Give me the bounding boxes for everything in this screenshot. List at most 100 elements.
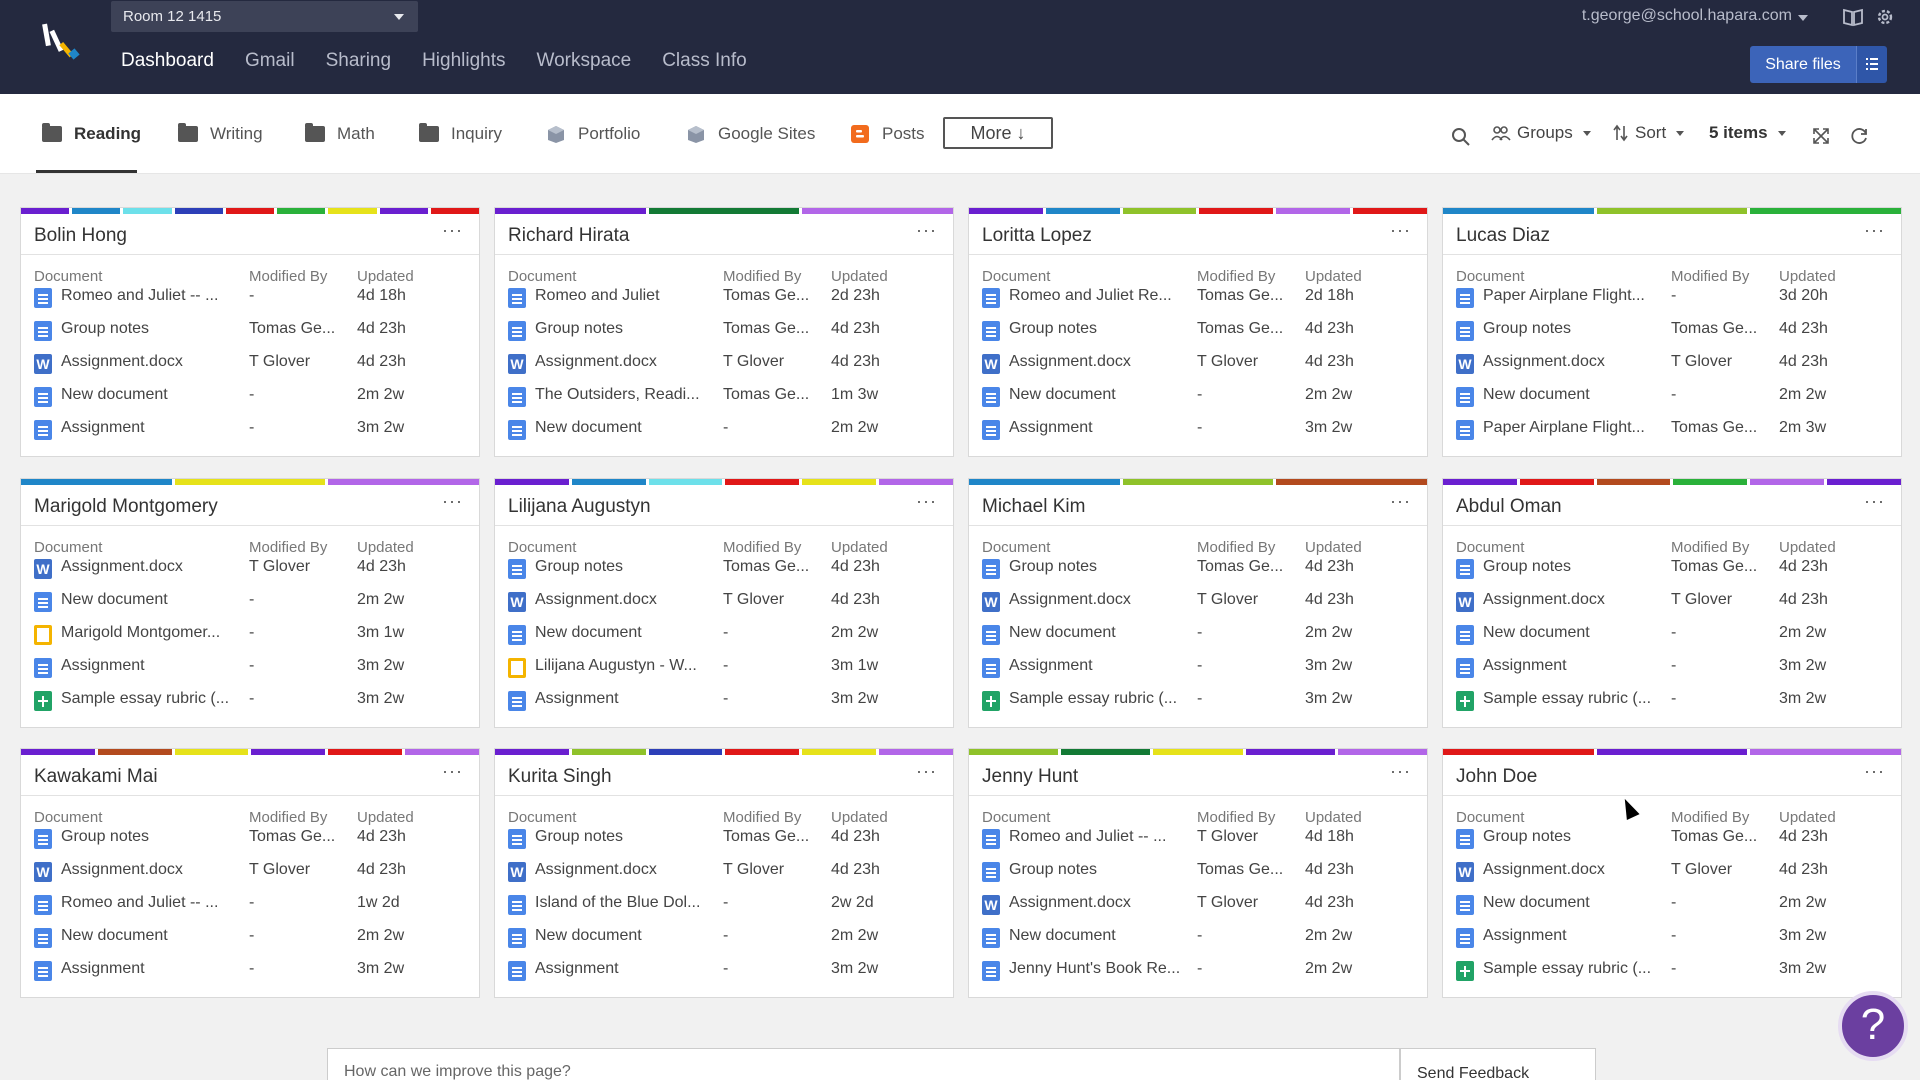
document-title[interactable]: Group notes xyxy=(1009,861,1098,878)
document-row[interactable]: W Assignment.docx T Glover 4d 23h xyxy=(969,347,1427,380)
items-count-dropdown[interactable]: 5 items xyxy=(1709,123,1786,143)
document-title[interactable]: Group notes xyxy=(61,828,150,845)
document-row[interactable]: Sample essay rubric (... - 3m 2w xyxy=(1443,684,1901,717)
document-title[interactable]: Sample essay rubric (... xyxy=(1483,960,1652,977)
document-row[interactable]: Group notes Tomas Ge... 4d 23h xyxy=(495,822,953,855)
document-row[interactable]: Romeo and Juliet -- ... - 4d 18h xyxy=(21,281,479,314)
document-title[interactable]: Romeo and Juliet xyxy=(535,287,660,304)
document-title[interactable]: Assignment xyxy=(61,657,145,674)
document-title[interactable]: New document xyxy=(61,591,168,608)
student-name[interactable]: Loritta Lopez xyxy=(982,225,1092,246)
more-options-icon[interactable]: ··· xyxy=(916,220,937,240)
document-row[interactable]: Island of the Blue Dol... - 2w 2d xyxy=(495,888,953,921)
book-icon[interactable] xyxy=(1842,6,1864,28)
document-row[interactable]: W Assignment.docx T Glover 4d 23h xyxy=(495,585,953,618)
document-title[interactable]: Group notes xyxy=(535,828,624,845)
student-name[interactable]: Kurita Singh xyxy=(508,766,612,787)
document-row[interactable]: New document - 2m 2w xyxy=(1443,888,1901,921)
document-title[interactable]: New document xyxy=(1483,386,1590,403)
student-name[interactable]: Kawakami Mai xyxy=(34,766,158,787)
document-title[interactable]: Assignment xyxy=(1483,927,1567,944)
document-row[interactable]: Group notes Tomas Ge... 4d 23h xyxy=(969,314,1427,347)
help-button[interactable]: ? xyxy=(1838,991,1908,1061)
document-title[interactable]: Group notes xyxy=(61,320,150,337)
document-title[interactable]: Assignment.docx xyxy=(61,353,183,370)
student-name[interactable]: Michael Kim xyxy=(982,496,1086,517)
document-row[interactable]: Lilijana Augustyn - W... - 3m 1w xyxy=(495,651,953,684)
document-row[interactable]: New document - 2m 2w xyxy=(21,380,479,413)
user-email[interactable]: t.george@school.hapara.com xyxy=(1581,7,1792,24)
document-row[interactable]: Group notes Tomas Ge... 4d 23h xyxy=(21,314,479,347)
document-title[interactable]: Assignment xyxy=(535,690,619,707)
chevron-down-icon[interactable] xyxy=(1798,15,1808,21)
tab-inquiry[interactable]: Inquiry xyxy=(419,123,502,144)
document-title[interactable]: Sample essay rubric (... xyxy=(1009,690,1178,707)
document-row[interactable]: W Assignment.docx T Glover 4d 23h xyxy=(21,347,479,380)
document-title[interactable]: Group notes xyxy=(535,558,624,575)
document-title[interactable]: Group notes xyxy=(1483,558,1572,575)
tab-google-sites[interactable]: Google Sites xyxy=(686,124,815,144)
document-row[interactable]: New document - 2m 2w xyxy=(495,921,953,954)
document-title[interactable]: Assignment.docx xyxy=(1483,353,1605,370)
refresh-icon[interactable] xyxy=(1850,126,1870,146)
document-title[interactable]: Group notes xyxy=(535,320,624,337)
sort-dropdown[interactable]: Sort xyxy=(1613,123,1685,143)
document-title[interactable]: Romeo and Juliet -- ... xyxy=(1009,828,1167,845)
student-name[interactable]: Jenny Hunt xyxy=(982,766,1079,787)
document-title[interactable]: Paper Airplane Flight... xyxy=(1483,287,1645,304)
document-title[interactable]: Assignment xyxy=(535,960,619,977)
document-row[interactable]: Assignment - 3m 2w xyxy=(1443,921,1901,954)
groups-dropdown[interactable]: Groups xyxy=(1491,123,1591,143)
more-options-icon[interactable]: ··· xyxy=(916,761,937,781)
more-options-icon[interactable]: ··· xyxy=(1390,220,1411,240)
document-title[interactable]: New document xyxy=(535,927,642,944)
document-row[interactable]: Paper Airplane Flight... - 3d 20h xyxy=(1443,281,1901,314)
document-row[interactable]: Group notes Tomas Ge... 4d 23h xyxy=(1443,314,1901,347)
document-title[interactable]: New document xyxy=(1009,927,1116,944)
document-row[interactable]: The Outsiders, Readi... Tomas Ge... 1m 3w xyxy=(495,380,953,413)
more-options-icon[interactable]: ··· xyxy=(1390,761,1411,781)
tab-math[interactable]: Math xyxy=(305,123,375,144)
document-row[interactable]: New document - 2m 2w xyxy=(495,618,953,651)
document-row[interactable]: W Assignment.docx T Glover 4d 23h xyxy=(21,552,479,585)
document-row[interactable]: Group notes Tomas Ge... 4d 23h xyxy=(969,855,1427,888)
document-title[interactable]: Assignment.docx xyxy=(61,861,183,878)
document-row[interactable]: Marigold Montgomer... - 3m 1w xyxy=(21,618,479,651)
document-row[interactable]: Assignment - 3m 2w xyxy=(1443,651,1901,684)
document-row[interactable]: Jenny Hunt's Book Re... - 2m 2w xyxy=(969,954,1427,987)
tab-writing[interactable]: Writing xyxy=(178,123,263,144)
document-row[interactable]: Assignment - 3m 2w xyxy=(21,651,479,684)
document-row[interactable]: W Assignment.docx T Glover 4d 23h xyxy=(1443,585,1901,618)
student-name[interactable]: Marigold Montgomery xyxy=(34,496,218,517)
hapara-logo-icon[interactable] xyxy=(40,20,84,64)
document-row[interactable]: Sample essay rubric (... - 3m 2w xyxy=(969,684,1427,717)
expand-icon[interactable] xyxy=(1812,127,1830,145)
nav-workspace[interactable]: Workspace xyxy=(536,50,632,71)
more-options-icon[interactable]: ··· xyxy=(442,491,463,511)
gear-icon[interactable] xyxy=(1874,6,1896,28)
document-row[interactable]: Sample essay rubric (... - 3m 2w xyxy=(21,684,479,717)
room-select[interactable]: Room 12 1415 xyxy=(111,1,418,32)
more-options-icon[interactable]: ··· xyxy=(442,220,463,240)
more-tabs-button[interactable]: More ↓ xyxy=(943,117,1053,149)
document-row[interactable]: Assignment - 3m 2w xyxy=(495,684,953,717)
more-options-icon[interactable]: ··· xyxy=(916,491,937,511)
document-row[interactable]: W Assignment.docx T Glover 4d 23h xyxy=(969,888,1427,921)
document-title[interactable]: Assignment.docx xyxy=(1483,591,1605,608)
document-title[interactable]: Assignment.docx xyxy=(1009,591,1131,608)
document-title[interactable]: Sample essay rubric (... xyxy=(61,690,230,707)
document-row[interactable]: W Assignment.docx T Glover 4d 23h xyxy=(969,585,1427,618)
share-options-button[interactable] xyxy=(1856,46,1887,83)
document-title[interactable]: Sample essay rubric (... xyxy=(1483,690,1652,707)
document-title[interactable]: Lilijana Augustyn - W... xyxy=(535,657,697,674)
document-row[interactable]: Group notes Tomas Ge... 4d 23h xyxy=(969,552,1427,585)
document-title[interactable]: Paper Airplane Flight... xyxy=(1483,419,1645,436)
document-row[interactable]: New document - 2m 2w xyxy=(969,380,1427,413)
document-row[interactable]: Assignment - 3m 2w xyxy=(21,413,479,446)
document-title[interactable]: Assignment xyxy=(61,419,145,436)
document-row[interactable]: Romeo and Juliet -- ... T Glover 4d 18h xyxy=(969,822,1427,855)
document-row[interactable]: Group notes Tomas Ge... 4d 23h xyxy=(21,822,479,855)
student-name[interactable]: Abdul Oman xyxy=(1456,496,1562,517)
document-title[interactable]: Romeo and Juliet Re... xyxy=(1009,287,1172,304)
nav-class-info[interactable]: Class Info xyxy=(662,50,747,71)
